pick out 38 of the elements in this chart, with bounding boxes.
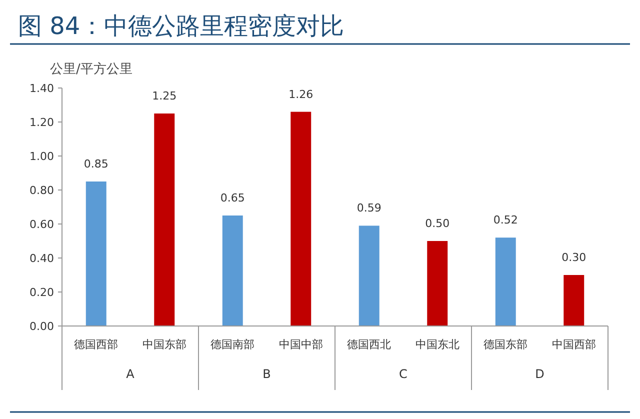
x-tick-label: 德国东部 [484, 338, 528, 351]
x-tick-label: 中国东北 [415, 338, 460, 351]
data-label: 0.50 [425, 217, 450, 230]
text: B [262, 367, 271, 381]
bar [358, 226, 380, 326]
data-label: 0.30 [562, 251, 586, 264]
bar [427, 241, 448, 326]
y-tick-label: 0.80 [30, 184, 54, 197]
y-axis-title: 公里/平方公里 [50, 61, 132, 77]
data-label: 1.25 [152, 90, 177, 102]
y-tick-label: 0.40 [30, 252, 54, 265]
text: A [126, 367, 136, 381]
x-tick-label: 中国西部 [552, 338, 596, 351]
bar [495, 238, 516, 326]
y-tick-label: 1.40 [30, 82, 54, 95]
y-tick-label: 0.60 [30, 218, 54, 231]
text: D [535, 367, 544, 381]
y-tick-label: 1.00 [30, 150, 54, 163]
x-tick-label: 中国东部 [142, 338, 186, 351]
y-tick-label: 1.20 [30, 116, 54, 129]
x-tick-label: 德国西北 [347, 338, 392, 351]
bar [86, 182, 106, 326]
bar [154, 114, 175, 326]
data-label: 0.52 [493, 214, 518, 227]
data-label: 0.59 [356, 202, 382, 215]
chart-title: 图 84：中德公路里程密度对比 [18, 12, 344, 40]
bar [222, 216, 243, 326]
y-tick-label: 0.20 [30, 286, 54, 299]
bar [564, 275, 584, 326]
text: C [399, 367, 408, 381]
x-tick-label: 中国中部 [278, 338, 323, 351]
data-label: 0.85 [84, 158, 108, 170]
data-label: 0.65 [220, 192, 245, 204]
bar [290, 112, 312, 326]
x-tick-label: 德国南部 [210, 338, 255, 351]
x-tick-label: 德国西部 [74, 338, 118, 351]
data-label: 1.26 [288, 88, 314, 101]
y-tick-label: 0.00 [30, 320, 54, 333]
